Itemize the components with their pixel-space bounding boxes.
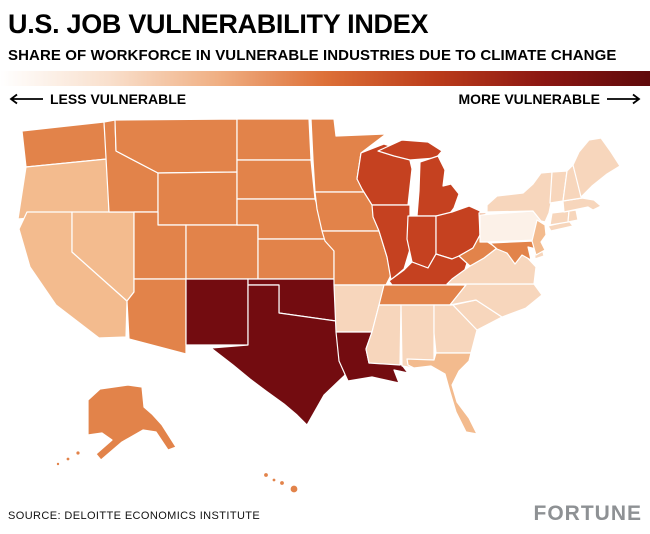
state-hawaii-island	[278, 480, 286, 487]
state-alaska-aleutian-island	[65, 456, 71, 462]
subtitle: SHARE OF WORKFORCE IN VULNERABLE INDUSTR…	[8, 47, 617, 65]
state-florida	[406, 352, 478, 435]
source-note: SOURCE: DELOITTE ECONOMICS INSTITUTE	[8, 510, 261, 522]
state-connecticut	[549, 210, 570, 226]
state-rhode-island	[567, 209, 579, 223]
state-michigan-upper-peninsula	[377, 139, 443, 161]
state-alaska-aleutian-island	[55, 461, 61, 467]
arrow-right-icon	[607, 94, 641, 105]
state-north-carolina	[446, 283, 543, 318]
arrow-left-icon	[9, 94, 43, 105]
state-hawaii-island	[289, 484, 299, 494]
legend-less-label: LESS VULNERABLE	[50, 91, 187, 108]
state-indiana	[406, 215, 437, 269]
state-south-dakota	[236, 159, 316, 200]
state-new-hampshire	[562, 164, 583, 202]
state-hawaii-island	[262, 472, 270, 479]
legend: LESS VULNERABLE MORE VULNERABLE	[0, 86, 650, 107]
us-choropleth-map	[17, 118, 621, 494]
state-alaska-aleutian-island	[75, 450, 81, 457]
legend-more-label: MORE VULNERABLE	[458, 91, 600, 108]
state-new-mexico	[185, 278, 249, 346]
legend-less: LESS VULNERABLE	[7, 91, 186, 107]
state-michigan	[416, 155, 460, 217]
state-new-jersey	[531, 219, 547, 256]
page-title: U.S. JOB VULNERABILITY INDEX	[8, 9, 429, 39]
state-massachusetts	[562, 197, 602, 213]
state-colorado	[185, 224, 259, 280]
state-pennsylvania	[479, 210, 542, 243]
state-kansas	[257, 238, 335, 280]
legend-gradient-bar	[0, 71, 650, 87]
state-maine	[572, 137, 621, 198]
header: U.S. JOB VULNERABILITY INDEX SHARE OF WO…	[0, 0, 650, 65]
state-arizona	[126, 278, 187, 355]
state-alabama	[400, 304, 435, 369]
state-alaska	[87, 384, 177, 461]
state-north-dakota	[236, 118, 312, 161]
state-oregon	[17, 158, 110, 220]
fortune-logo: FORTUNE	[533, 502, 642, 525]
state-hawaii-island	[271, 477, 277, 483]
legend-more: MORE VULNERABLE	[458, 91, 643, 107]
state-wyoming	[157, 171, 238, 226]
